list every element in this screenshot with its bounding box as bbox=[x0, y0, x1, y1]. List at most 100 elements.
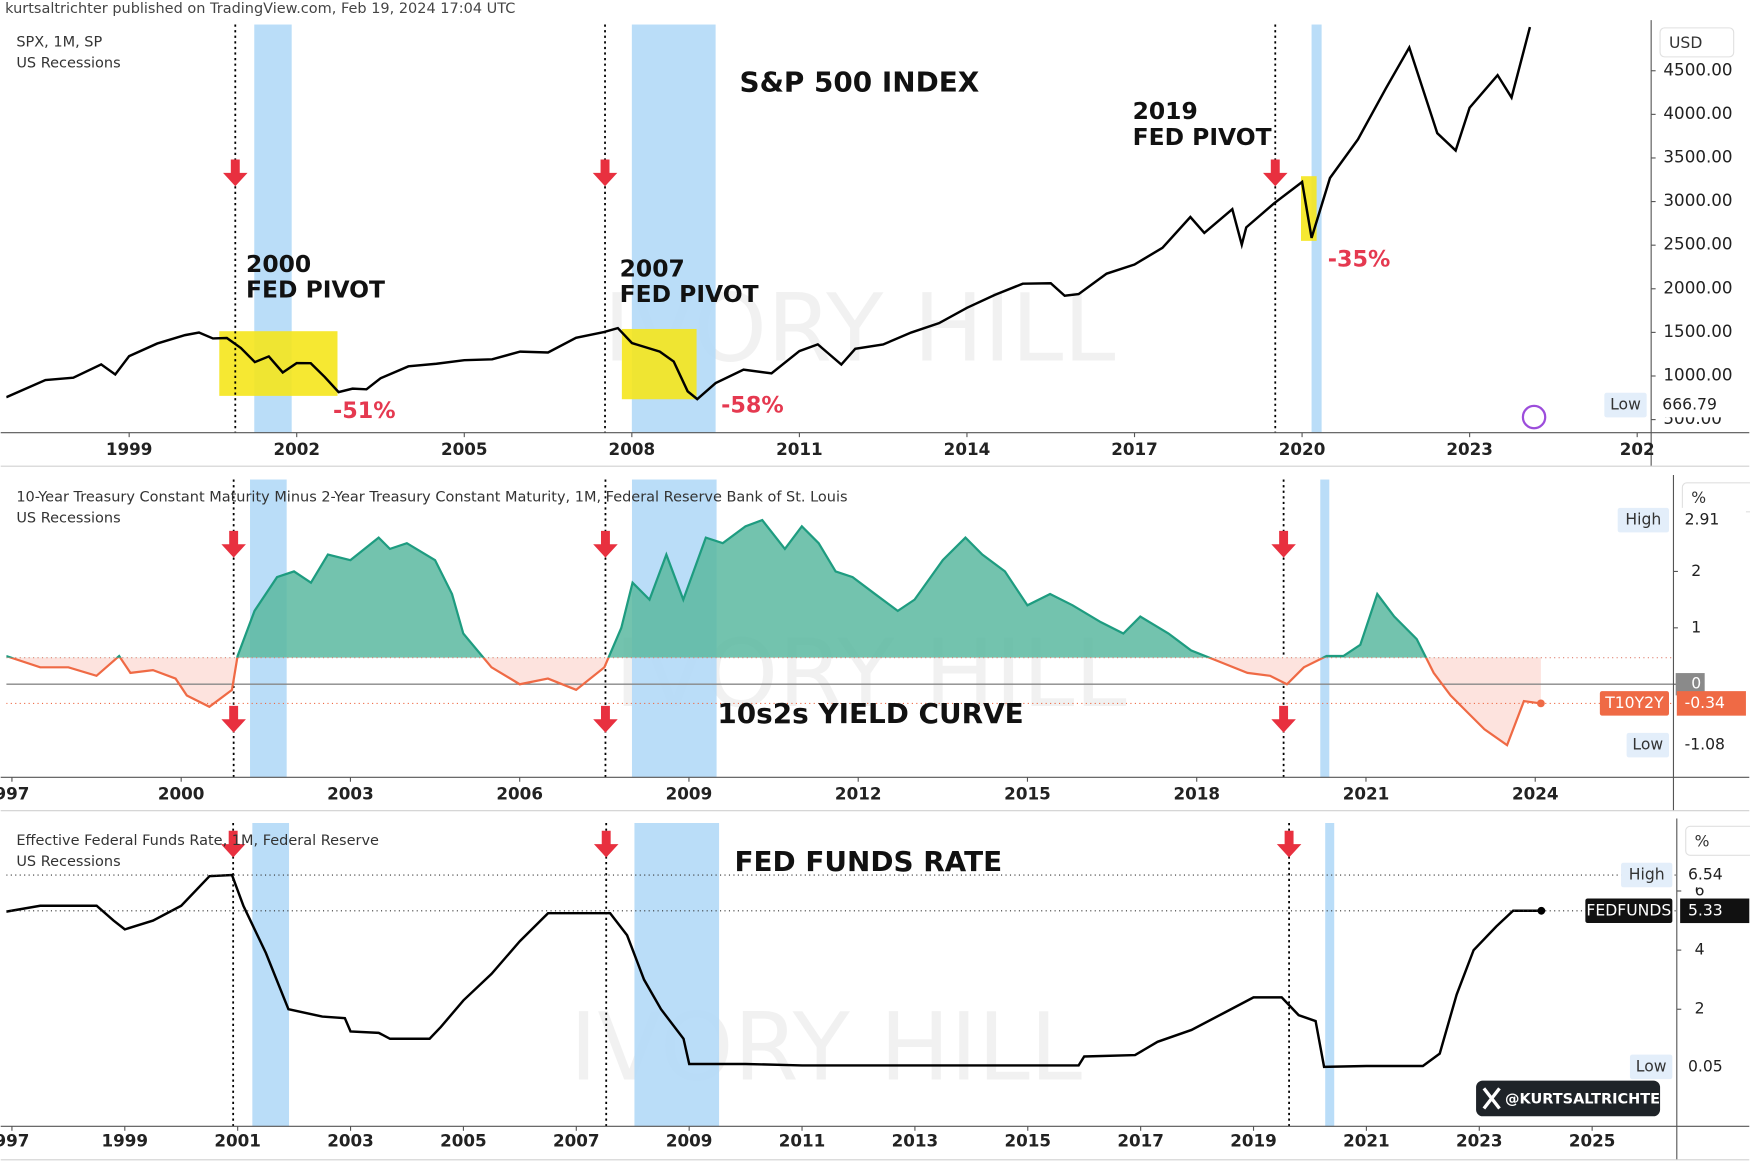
x-tick-label: 2003 bbox=[327, 784, 374, 804]
y-tick-label: 4 bbox=[1695, 941, 1705, 959]
pivot-arrow bbox=[593, 830, 619, 858]
high-label-box bbox=[1621, 862, 1673, 888]
pivot-arrow bbox=[1271, 530, 1296, 558]
x-tick-label: 1999 bbox=[106, 439, 153, 459]
chart-subtitle: US Recessions bbox=[16, 56, 120, 72]
chart-title: 10-Year Treasury Constant Maturity Minus… bbox=[16, 489, 847, 505]
low-label: Low bbox=[1632, 736, 1663, 754]
drawdown-label: -58% bbox=[721, 392, 784, 418]
annotation-text: FED PIVOT bbox=[246, 276, 385, 304]
pivot-arrow bbox=[593, 705, 618, 733]
y-tick-label: 1500.00 bbox=[1663, 321, 1732, 341]
last-label: FEDFUNDS bbox=[1586, 901, 1671, 919]
chart-heading: 10s2s YIELD CURVE bbox=[717, 697, 1023, 730]
y-tick-label: 1 bbox=[1691, 618, 1701, 636]
y-tick-label: 3500.00 bbox=[1663, 146, 1732, 166]
x-tick-label: 2001 bbox=[214, 1130, 261, 1150]
last-value-box bbox=[1680, 898, 1750, 924]
y-tick-label: 2500.00 bbox=[1663, 234, 1732, 254]
low-label-box bbox=[1604, 392, 1647, 418]
pivot-arrow bbox=[1262, 159, 1288, 187]
x-tick-label: 202 bbox=[1620, 439, 1655, 459]
x-tick-label: 2005 bbox=[441, 439, 488, 459]
x-tick-label: 2009 bbox=[666, 1130, 713, 1150]
series-line bbox=[6, 873, 1542, 1069]
x-tick-label: 2013 bbox=[892, 1130, 939, 1150]
x-tick-label: 2006 bbox=[496, 784, 543, 804]
chart-title: SPX, 1M, SP bbox=[16, 34, 102, 50]
area-negative bbox=[11, 657, 1541, 746]
last-label-box bbox=[1599, 691, 1669, 716]
recession-band bbox=[1320, 479, 1330, 778]
x-tick-label: 2000 bbox=[158, 784, 205, 804]
last-label: T10Y2Y bbox=[1604, 694, 1664, 712]
pivot-arrow bbox=[223, 159, 248, 187]
last-point bbox=[1537, 906, 1546, 915]
x-tick-label: 997 bbox=[0, 784, 29, 804]
x-tick-label: 2017 bbox=[1117, 1130, 1164, 1150]
last-label-box bbox=[1585, 898, 1673, 924]
x-tick-label: 2007 bbox=[553, 1130, 600, 1150]
x-tick-label: 2008 bbox=[609, 439, 656, 459]
last-value: 5.33 bbox=[1688, 901, 1723, 919]
low-label-box bbox=[1629, 1054, 1673, 1080]
low-value: 666.79 bbox=[1662, 396, 1717, 414]
high-value-box bbox=[1676, 507, 1746, 533]
handle: @KURTSALTRICHTER bbox=[1505, 1092, 1671, 1108]
low-value-box bbox=[1676, 732, 1746, 758]
x-tick-label: 2021 bbox=[1343, 784, 1390, 804]
x-tick-label: 2005 bbox=[440, 1130, 487, 1150]
x-tick-label: 2015 bbox=[1004, 784, 1051, 804]
y-tick-label: 4000.00 bbox=[1663, 103, 1732, 123]
pivot-arrow bbox=[221, 705, 246, 733]
x-tick-label: 2003 bbox=[327, 1130, 374, 1150]
pivot-arrow bbox=[221, 530, 246, 558]
pivot-arrow bbox=[1276, 830, 1302, 858]
unit-label: USD bbox=[1669, 34, 1702, 52]
x-tick-label: 2012 bbox=[835, 784, 882, 804]
x-tick-label: 2023 bbox=[1446, 439, 1493, 459]
chart-subtitle: US Recessions bbox=[16, 511, 120, 527]
annotation-text: 2007 bbox=[620, 254, 685, 282]
x-tick-label: 2017 bbox=[1111, 439, 1158, 459]
header: kurtsaltrichter published on TradingView… bbox=[5, 1, 515, 17]
low-value-box bbox=[1654, 392, 1724, 418]
series-line-positive bbox=[6, 518, 1428, 658]
y-tick-label: 2000.00 bbox=[1663, 277, 1732, 297]
y-tick-label: 4500.00 bbox=[1663, 59, 1732, 79]
x-tick-label: 2019 bbox=[1230, 1130, 1277, 1150]
unit-label: % bbox=[1691, 489, 1706, 507]
x-tick-label: 2011 bbox=[779, 1130, 826, 1150]
recession-band bbox=[1325, 822, 1335, 1127]
low-label-box bbox=[1626, 732, 1669, 758]
annotation-text: 2019 bbox=[1133, 97, 1198, 125]
chart-title: Effective Federal Funds Rate, 1M, Federa… bbox=[16, 833, 379, 849]
high-value-box bbox=[1680, 862, 1750, 888]
recession-band bbox=[634, 822, 720, 1127]
unit-box bbox=[1685, 825, 1750, 856]
x-tick-label: 2023 bbox=[1456, 1130, 1503, 1150]
y-tick-label: 0 bbox=[1691, 675, 1701, 693]
high-value: 2.91 bbox=[1685, 511, 1720, 529]
annotation-text: FED PIVOT bbox=[620, 280, 759, 308]
chart-heading: FED FUNDS RATE bbox=[734, 845, 1002, 878]
low-value-box bbox=[1680, 1054, 1750, 1080]
recession-band bbox=[252, 822, 290, 1127]
x-tick-label: 2002 bbox=[273, 439, 320, 459]
low-label: Low bbox=[1610, 396, 1641, 414]
low-label: Low bbox=[1636, 1057, 1667, 1075]
last-value: -0.34 bbox=[1685, 694, 1725, 712]
unit-label: % bbox=[1695, 832, 1710, 850]
handle-box bbox=[1476, 1080, 1661, 1117]
pivot-arrow bbox=[592, 159, 618, 187]
x-tick-label: 2025 bbox=[1569, 1130, 1616, 1150]
series-line bbox=[6, 26, 1532, 401]
y-tick-label: 6 bbox=[1695, 881, 1705, 899]
zero-tick-box bbox=[1675, 673, 1705, 696]
pivot-arrow bbox=[593, 530, 618, 558]
drawdown-label: -51% bbox=[333, 398, 396, 424]
y-tick-label: 2 bbox=[1695, 1000, 1705, 1018]
x-tick-label: 2020 bbox=[1279, 439, 1326, 459]
